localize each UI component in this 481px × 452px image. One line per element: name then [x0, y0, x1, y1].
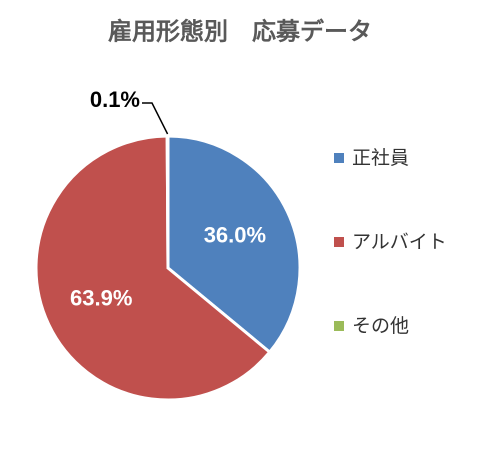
legend-label: アルバイト	[352, 232, 447, 253]
leader-line	[142, 102, 169, 135]
pie-slice	[34, 134, 272, 402]
pie-slice	[165, 134, 170, 269]
legend-swatch	[334, 321, 344, 331]
data-label: 0.1%	[90, 87, 140, 112]
legend-label: 正社員	[352, 147, 409, 169]
legend-label: その他	[352, 315, 409, 337]
legend-swatch	[334, 237, 344, 247]
data-label: 36.0%	[204, 222, 266, 247]
chart-title: 雇用形態別 応募データ	[108, 17, 372, 45]
pie-slice	[166, 134, 302, 355]
data-label: 63.9%	[70, 285, 132, 310]
legend-swatch	[334, 153, 344, 163]
